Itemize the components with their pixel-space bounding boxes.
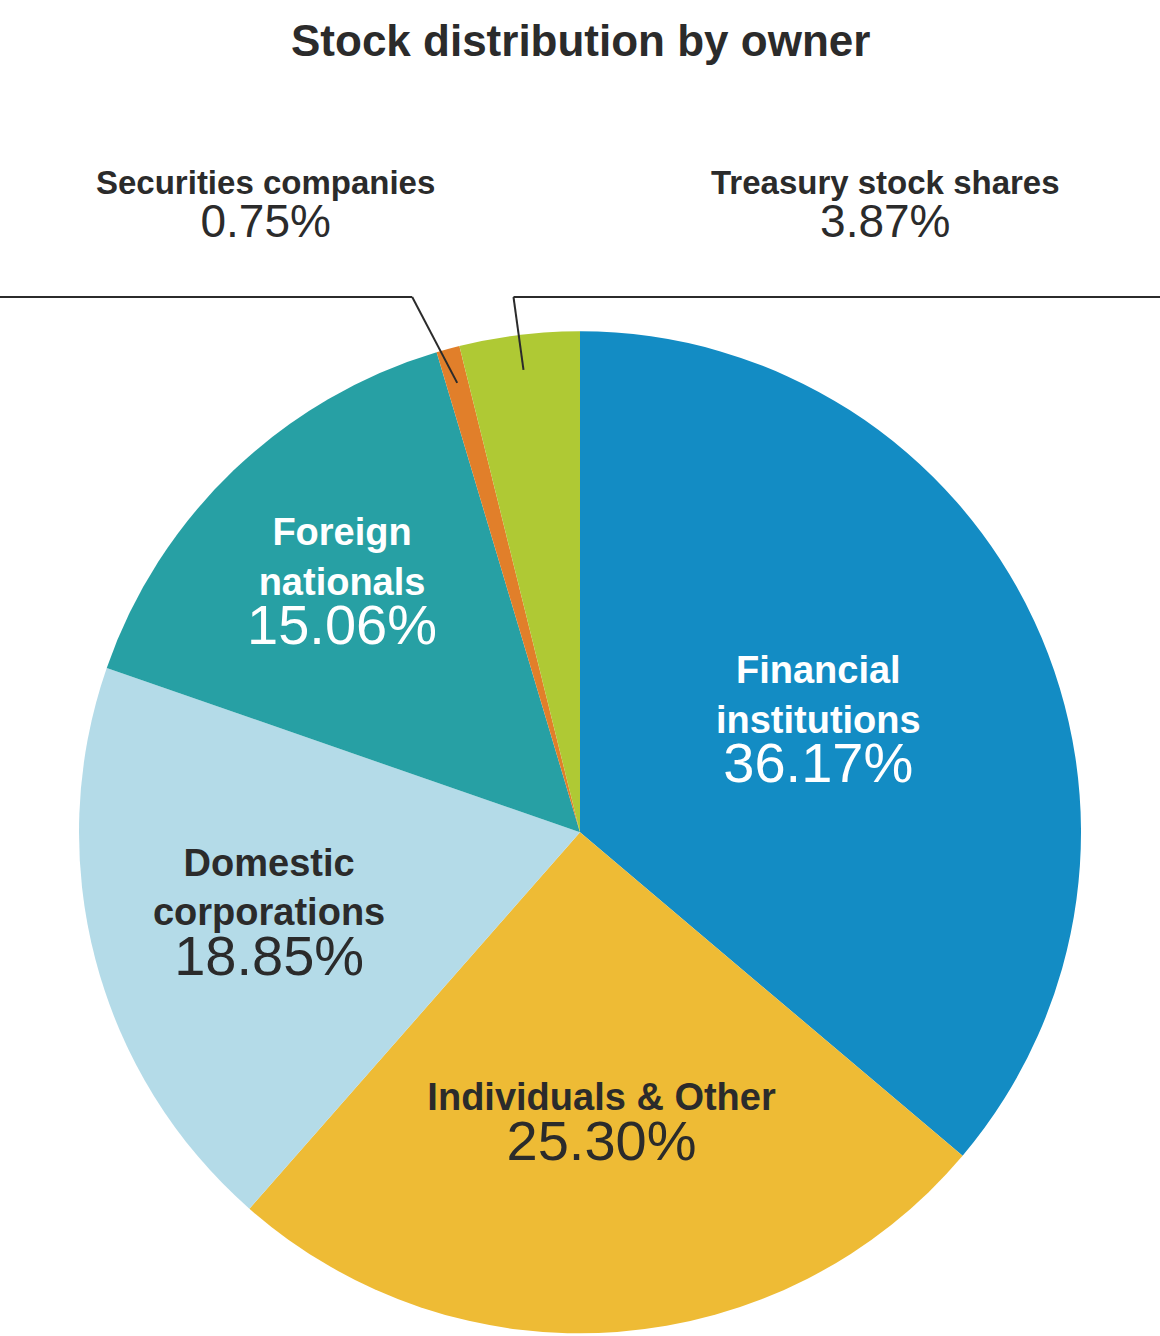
svg-text:Financialinstitutions36.17%: Financialinstitutions36.17% <box>716 649 921 794</box>
svg-text:Stock distribution by owner: Stock distribution by owner <box>291 16 870 65</box>
svg-text:Foreignnationals15.06%: Foreignnationals15.06% <box>247 511 437 656</box>
svg-text:Domesticcorporations18.85%: Domesticcorporations18.85% <box>153 842 385 987</box>
svg-text:Treasury stock shares3.87%: Treasury stock shares3.87% <box>711 164 1060 247</box>
svg-text:Individuals & Other25.30%: Individuals & Other25.30% <box>427 1076 776 1171</box>
svg-text:Securities companies0.75%: Securities companies0.75% <box>96 164 435 247</box>
